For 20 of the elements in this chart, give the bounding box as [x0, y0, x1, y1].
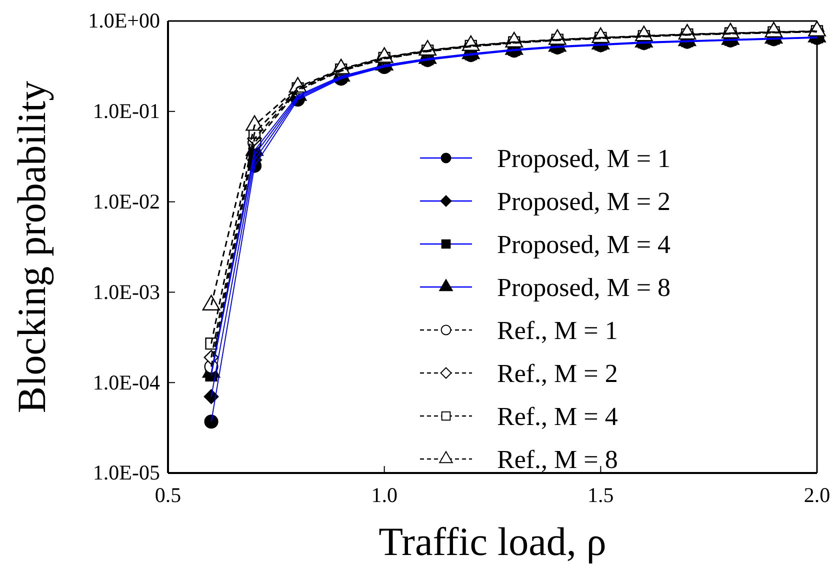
legend-label: Proposed, M = 8	[497, 273, 671, 302]
legend-label: Proposed, M = 2	[497, 187, 671, 216]
y-tick-label: 1.0E+00	[88, 8, 160, 33]
y-tick-label: 1.0E-03	[92, 280, 160, 304]
legend-label: Proposed, M = 1	[497, 144, 671, 173]
y-tick-label: 1.0E-04	[92, 370, 160, 394]
y-tick-label: 1.0E-01	[92, 99, 160, 124]
legend-label: Ref., M = 4	[497, 402, 618, 431]
y-axis-title: Blocking probability	[9, 80, 54, 414]
legend-label: Ref., M = 8	[497, 445, 618, 474]
x-tick-label: 1.5	[588, 482, 614, 507]
legend-label: Proposed, M = 4	[497, 230, 671, 259]
x-axis-title: Traffic load, ρ	[378, 519, 606, 564]
legend-label: Ref., M = 2	[497, 359, 618, 388]
x-tick-label: 1.0	[371, 482, 398, 507]
y-tick-label: 1.0E-02	[92, 190, 160, 214]
legend-label: Ref., M = 1	[497, 316, 618, 345]
x-tick-label: 2.0	[804, 482, 830, 507]
y-tick-label: 1.0E-05	[92, 460, 160, 485]
x-tick-label: 0.5	[154, 482, 182, 507]
